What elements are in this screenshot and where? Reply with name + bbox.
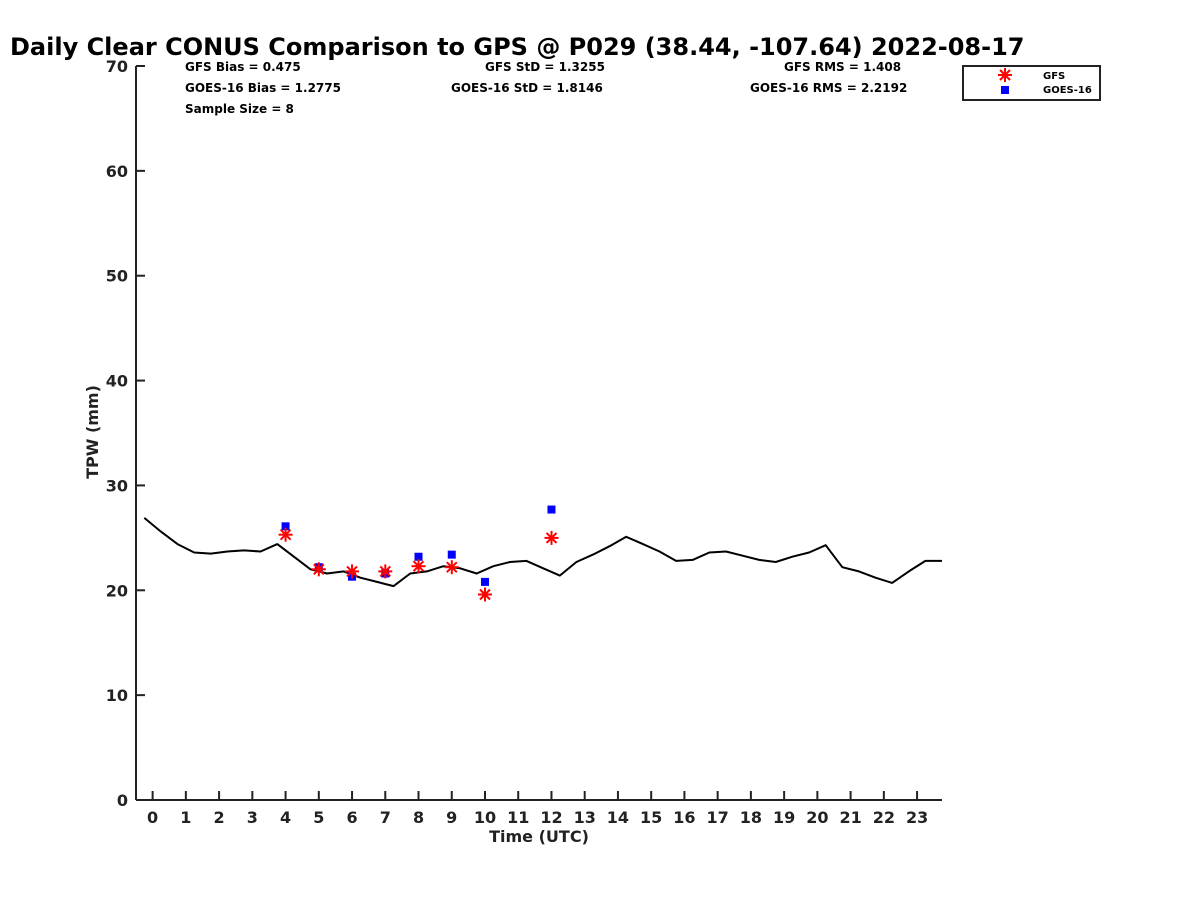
x-tick-label: 18 bbox=[740, 808, 762, 827]
x-tick-label: 9 bbox=[446, 808, 457, 827]
gfs-point bbox=[278, 527, 293, 542]
y-tick-label: 10 bbox=[106, 686, 128, 705]
x-tick-label: 15 bbox=[640, 808, 662, 827]
stat-goes-std: GOES-16 StD = 1.8146 bbox=[451, 81, 603, 95]
legend-goes-label: GOES-16 bbox=[1043, 85, 1092, 96]
x-tick-label: 22 bbox=[873, 808, 895, 827]
stat-gfs-std: GFS StD = 1.3255 bbox=[485, 60, 605, 74]
goes16-point bbox=[447, 550, 456, 559]
stat-goes-rms: GOES-16 RMS = 2.2192 bbox=[750, 81, 907, 95]
x-tick-label: 11 bbox=[507, 808, 529, 827]
goes16-point bbox=[414, 552, 423, 561]
x-tick-label: 1 bbox=[180, 808, 191, 827]
x-tick-label: 8 bbox=[413, 808, 424, 827]
y-tick-label: 60 bbox=[106, 162, 128, 181]
x-tick-label: 21 bbox=[839, 808, 861, 827]
x-tick-label: 16 bbox=[673, 808, 695, 827]
gfs-point bbox=[345, 564, 359, 579]
goes16-point bbox=[281, 522, 290, 531]
x-tick-label: 20 bbox=[806, 808, 828, 827]
x-tick-label: 7 bbox=[380, 808, 391, 827]
legend-gfs-label: GFS bbox=[1043, 71, 1065, 82]
x-tick-label: 10 bbox=[474, 808, 496, 827]
x-tick-label: 0 bbox=[147, 808, 158, 827]
x-tick-label: 17 bbox=[707, 808, 729, 827]
x-tick-label: 14 bbox=[607, 808, 629, 827]
gfs-point bbox=[378, 564, 393, 579]
y-tick-label: 50 bbox=[106, 267, 128, 286]
y-ticks: 0 10 20 30 40 50 60 70 bbox=[106, 57, 145, 810]
stats-block: GFS Bias = 0.475 GOES-16 Bias = 1.2775 S… bbox=[185, 60, 907, 116]
gfs-point bbox=[444, 560, 459, 575]
y-tick-label: 70 bbox=[106, 57, 128, 76]
legend: GFS GOES-16 bbox=[962, 65, 1101, 101]
gfs-point bbox=[411, 559, 426, 574]
data-points bbox=[278, 505, 559, 602]
chart-title: Daily Clear CONUS Comparison to GPS @ P0… bbox=[10, 33, 1024, 61]
y-axis-label: TPW (mm) bbox=[83, 385, 102, 479]
y-tick-label: 0 bbox=[117, 791, 128, 810]
gps-line-group bbox=[143, 517, 942, 588]
gfs-point bbox=[311, 562, 326, 577]
y-tick-label: 20 bbox=[106, 581, 128, 600]
gps-series-line bbox=[143, 517, 942, 588]
goes16-point bbox=[547, 505, 556, 514]
gfs-point bbox=[478, 587, 492, 602]
x-tick-label: 19 bbox=[773, 808, 795, 827]
stat-gfs-rms: GFS RMS = 1.408 bbox=[784, 60, 901, 74]
x-tick-label: 4 bbox=[280, 808, 291, 827]
y-tick-label: 30 bbox=[106, 476, 128, 495]
stat-gfs-bias: GFS Bias = 0.475 bbox=[185, 60, 301, 74]
x-ticks: 0 1 2 3 4 5 6 7 8 9 10 11 12 13 14 15 16 17 18 19 20 21 22 23 bbox=[147, 791, 928, 827]
x-tick-label: 3 bbox=[247, 808, 258, 827]
legend-box bbox=[962, 65, 1101, 101]
x-axis-label: Time (UTC) bbox=[489, 827, 589, 846]
stat-goes-bias: GOES-16 Bias = 1.2775 bbox=[185, 81, 341, 95]
x-tick-label: 6 bbox=[346, 808, 357, 827]
gfs-point bbox=[544, 530, 559, 545]
x-tick-label: 5 bbox=[313, 808, 324, 827]
legend-goes-marker bbox=[1001, 86, 1009, 94]
x-tick-label: 2 bbox=[214, 808, 225, 827]
legend-gfs-marker bbox=[998, 68, 1012, 82]
x-tick-label: 12 bbox=[540, 808, 562, 827]
goes16-point bbox=[480, 577, 489, 586]
stat-sample-size: Sample Size = 8 bbox=[185, 102, 294, 116]
y-tick-label: 40 bbox=[106, 372, 128, 391]
x-tick-label: 23 bbox=[906, 808, 928, 827]
x-tick-label: 13 bbox=[574, 808, 596, 827]
